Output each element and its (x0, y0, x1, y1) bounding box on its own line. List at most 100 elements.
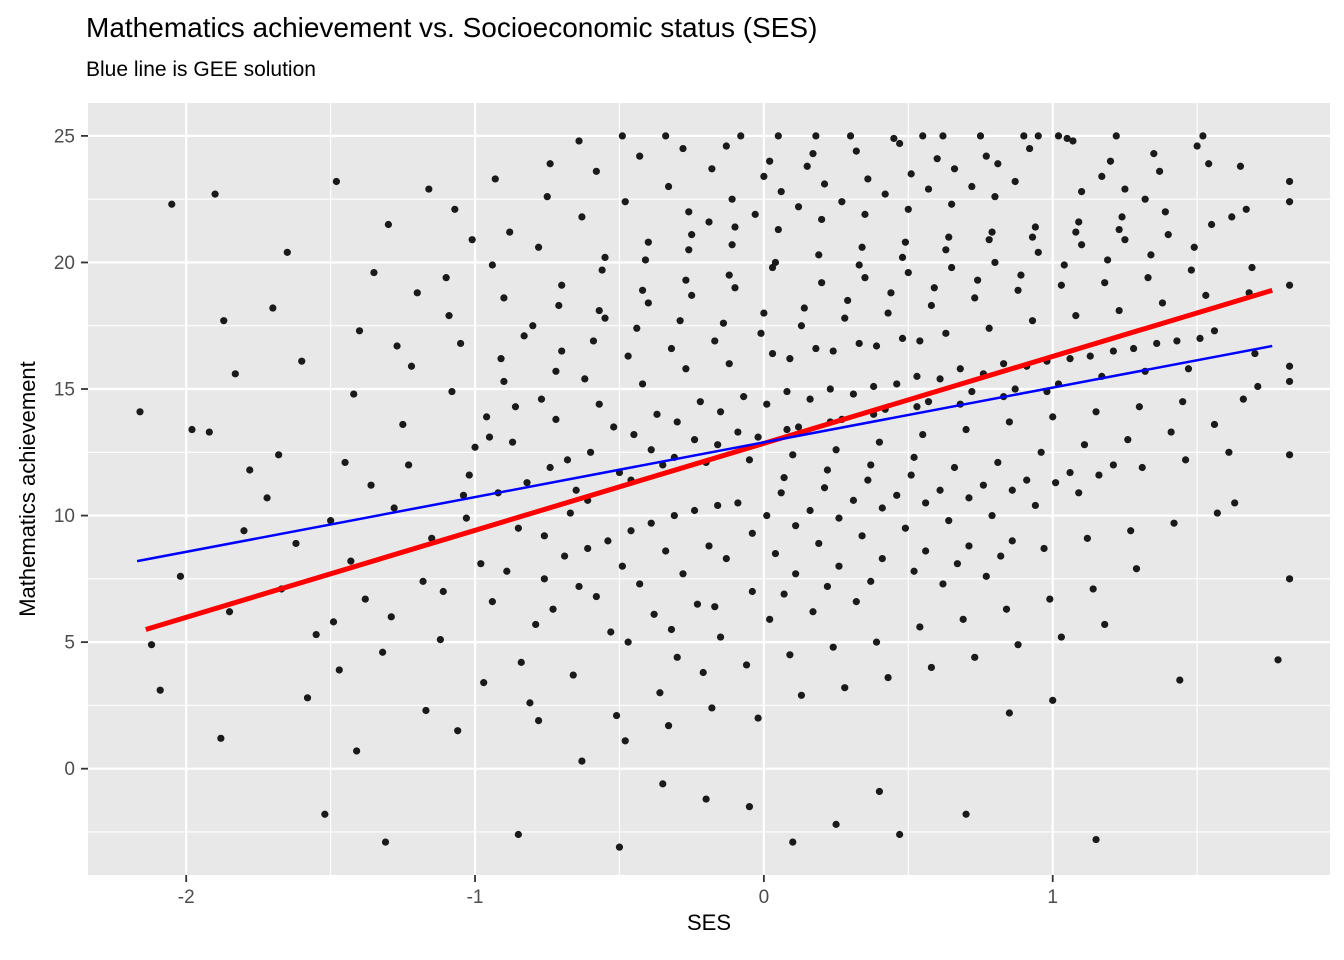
scatter-point (347, 557, 355, 565)
scatter-point (534, 243, 543, 251)
scatter-point (1049, 696, 1057, 704)
scatter-point (1109, 347, 1117, 355)
scatter-point (500, 377, 508, 386)
scatter-point (1037, 448, 1045, 456)
scatter-point (367, 481, 375, 489)
scatter-point (595, 400, 603, 408)
scatter-point (1207, 220, 1216, 229)
scatter-point (818, 279, 826, 287)
scatter-point (1049, 413, 1057, 421)
scatter-point (1057, 281, 1065, 289)
scatter-point (766, 157, 774, 165)
scatter-point (748, 587, 756, 596)
scatter-point (673, 418, 681, 426)
scatter-point (1066, 355, 1074, 363)
scatter-point (965, 494, 973, 502)
scatter-point (147, 641, 156, 649)
plot-title: Mathematics achievement vs. Socioeconomi… (86, 12, 818, 43)
scatter-point (812, 132, 820, 140)
scatter-point (945, 233, 953, 241)
scatter-point (445, 312, 453, 320)
scatter-point (737, 132, 745, 140)
scatter-point (846, 132, 855, 140)
scatter-point (275, 451, 283, 459)
scatter-point (823, 466, 832, 474)
scatter-point (988, 511, 996, 520)
scatter-point (1069, 137, 1077, 145)
scatter-point (962, 425, 970, 434)
scatter-point (1011, 177, 1019, 186)
scatter-point (1052, 479, 1060, 487)
scatter-point (428, 534, 436, 542)
scatter-point (1095, 471, 1103, 479)
scatter-point (711, 603, 719, 611)
scatter-point (1040, 544, 1048, 553)
scatter-point (1228, 213, 1236, 221)
scatter-point (780, 590, 788, 598)
scatter-point (1167, 428, 1175, 436)
scatter-point (670, 511, 678, 520)
scatter-point (488, 598, 496, 606)
scatter-point (1075, 218, 1083, 226)
scatter-point (537, 395, 546, 403)
scatter-point (534, 717, 543, 725)
scatter-point (546, 160, 554, 168)
scatter-point (1020, 132, 1028, 140)
scatter-point (841, 314, 849, 322)
y-tick-label: 15 (54, 380, 75, 401)
scatter-point (1210, 327, 1219, 335)
scatter-point (916, 337, 924, 345)
scatter-point (659, 461, 667, 469)
scatter-point (953, 560, 962, 568)
scatter-point (979, 481, 987, 489)
scatter-point (1000, 360, 1008, 368)
scatter-point (448, 387, 456, 396)
scatter-point (560, 552, 569, 560)
scatter-point (771, 549, 780, 558)
scatter-point (789, 838, 797, 846)
scatter-point (832, 820, 840, 828)
scatter-point (725, 360, 733, 368)
scatter-point (849, 390, 858, 398)
scatter-point (662, 547, 670, 555)
scatter-point (1176, 676, 1184, 684)
scatter-point (526, 699, 534, 707)
scatter-point (748, 529, 756, 537)
scatter-point (1179, 398, 1187, 406)
scatter-point (777, 187, 785, 196)
scatter-point (907, 471, 915, 479)
scatter-point (858, 243, 866, 251)
scatter-point (1173, 337, 1181, 345)
scatter-point (968, 182, 976, 191)
scatter-point (1115, 225, 1123, 234)
scatter-point (664, 722, 673, 730)
scatter-point (855, 261, 863, 269)
scatter-point (858, 532, 866, 540)
scatter-point (832, 446, 840, 454)
scatter-point (783, 387, 791, 396)
scatter-point (650, 610, 658, 618)
scatter-point (1101, 620, 1109, 629)
scatter-point (618, 132, 626, 140)
scatter-point (870, 382, 878, 391)
scatter-point (1109, 461, 1117, 469)
scatter-point (546, 463, 554, 472)
scatter-point (540, 575, 548, 583)
scatter-point (575, 582, 583, 591)
scatter-point (1153, 339, 1161, 348)
scatter-point (1242, 205, 1250, 213)
scatter-point (329, 618, 338, 626)
scatter-point (1181, 456, 1190, 464)
scatter-point (820, 180, 829, 188)
scatter-point (488, 261, 496, 269)
scatter-point (549, 605, 557, 613)
scatter-point (459, 491, 468, 499)
scatter-point (685, 246, 693, 254)
scatter-point (690, 506, 699, 515)
scatter-point (806, 506, 814, 515)
scatter-point (965, 542, 973, 550)
linear-fit-red-line (145, 287, 1273, 632)
scatter-point (809, 608, 817, 616)
scatter-point (835, 514, 843, 522)
scatter-point (731, 223, 739, 231)
